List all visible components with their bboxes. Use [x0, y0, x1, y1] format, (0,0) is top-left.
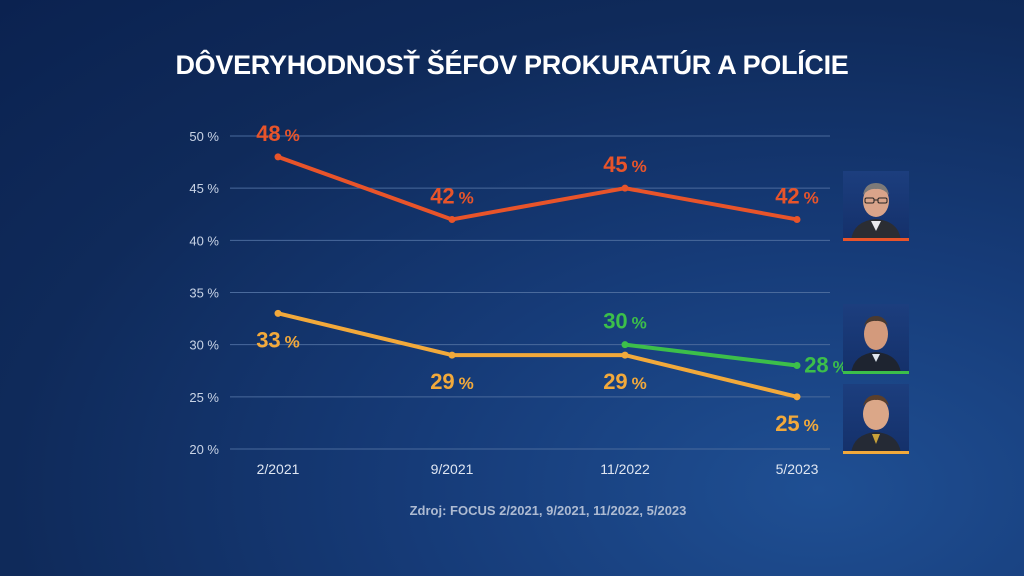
- x-tick-label: 2/2021: [257, 461, 300, 477]
- y-tick-label: 40 %: [189, 233, 219, 248]
- portrait-police-chief: [843, 304, 909, 374]
- data-label: 48%: [256, 121, 300, 146]
- data-label: 45%: [603, 152, 647, 177]
- person-avatar-icon: [851, 316, 901, 374]
- data-label: 33%: [256, 327, 300, 352]
- x-tick-label: 5/2023: [776, 461, 819, 477]
- portrait-color-bar: [843, 238, 909, 241]
- data-label: 30%: [603, 309, 647, 334]
- portrait-prosecutor: [843, 171, 909, 241]
- data-label: 42%: [775, 183, 819, 208]
- data-point: [274, 153, 282, 161]
- data-label: 29%: [430, 369, 474, 394]
- y-tick-label: 50 %: [189, 129, 219, 144]
- data-point: [621, 341, 629, 349]
- series-lines: [274, 153, 801, 401]
- portrait-politician: [843, 384, 909, 454]
- y-tick-label: 35 %: [189, 286, 219, 301]
- chart-title: DÔVERYHODNOSŤ ŠÉFOV PROKURATÚR A POLÍCIE: [175, 50, 849, 80]
- y-tick-label: 45 %: [189, 181, 219, 196]
- data-point: [793, 393, 801, 401]
- grid-lines: [230, 135, 830, 450]
- x-axis-labels: 2/2021 9/2021 11/2022 5/2023: [257, 461, 819, 477]
- data-point: [793, 215, 801, 223]
- y-axis-ticks: 20 % 25 % 30 % 35 % 40 % 45 % 50 %: [189, 129, 219, 457]
- data-point: [793, 362, 801, 370]
- portrait-color-bar: [843, 371, 909, 374]
- person-avatar-icon: [851, 395, 901, 454]
- data-point: [274, 309, 282, 317]
- data-point: [448, 351, 456, 359]
- y-tick-label: 20 %: [189, 442, 219, 457]
- source-note: Zdroj: FOCUS 2/2021, 9/2021, 11/2022, 5/…: [409, 503, 687, 518]
- data-label: 42%: [430, 183, 474, 208]
- data-label: 25%: [775, 411, 819, 436]
- data-label: 29%: [603, 369, 647, 394]
- person-avatar-icon: [851, 183, 901, 241]
- portrait-color-bar: [843, 451, 909, 454]
- data-labels: 48 % 42 % 45 % 42 % 33 % 29% 29 % 25 % 30 % 28%: [256, 121, 848, 436]
- data-label: 28%: [804, 353, 848, 378]
- data-point: [621, 184, 629, 192]
- x-tick-label: 9/2021: [431, 461, 474, 477]
- series-line-orange: [277, 154, 798, 222]
- series-line-green: [624, 342, 798, 368]
- data-point: [621, 351, 629, 359]
- y-tick-label: 25 %: [189, 390, 219, 405]
- y-tick-label: 30 %: [189, 338, 219, 353]
- data-point: [448, 215, 456, 223]
- series-line-yellow: [277, 311, 798, 399]
- x-tick-label: 11/2022: [600, 461, 650, 477]
